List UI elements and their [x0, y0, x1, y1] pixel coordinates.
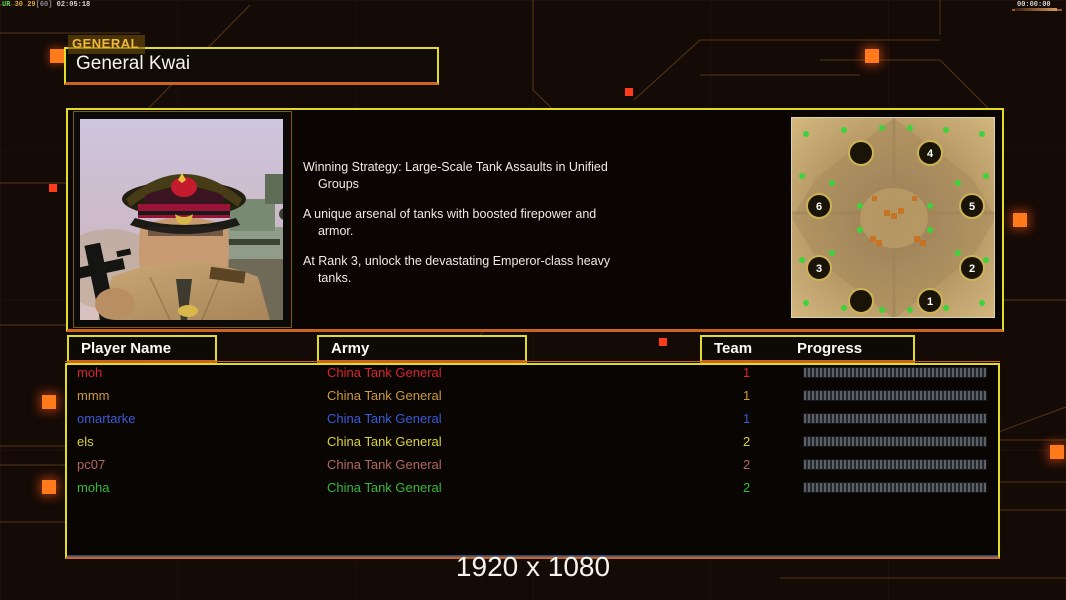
svg-text:6: 6: [816, 201, 822, 213]
svg-text:3: 3: [816, 263, 822, 275]
svg-text:5: 5: [969, 201, 975, 213]
svg-text:2: 2: [969, 263, 975, 275]
svg-text:4: 4: [927, 148, 934, 160]
svg-text:1: 1: [927, 296, 933, 308]
